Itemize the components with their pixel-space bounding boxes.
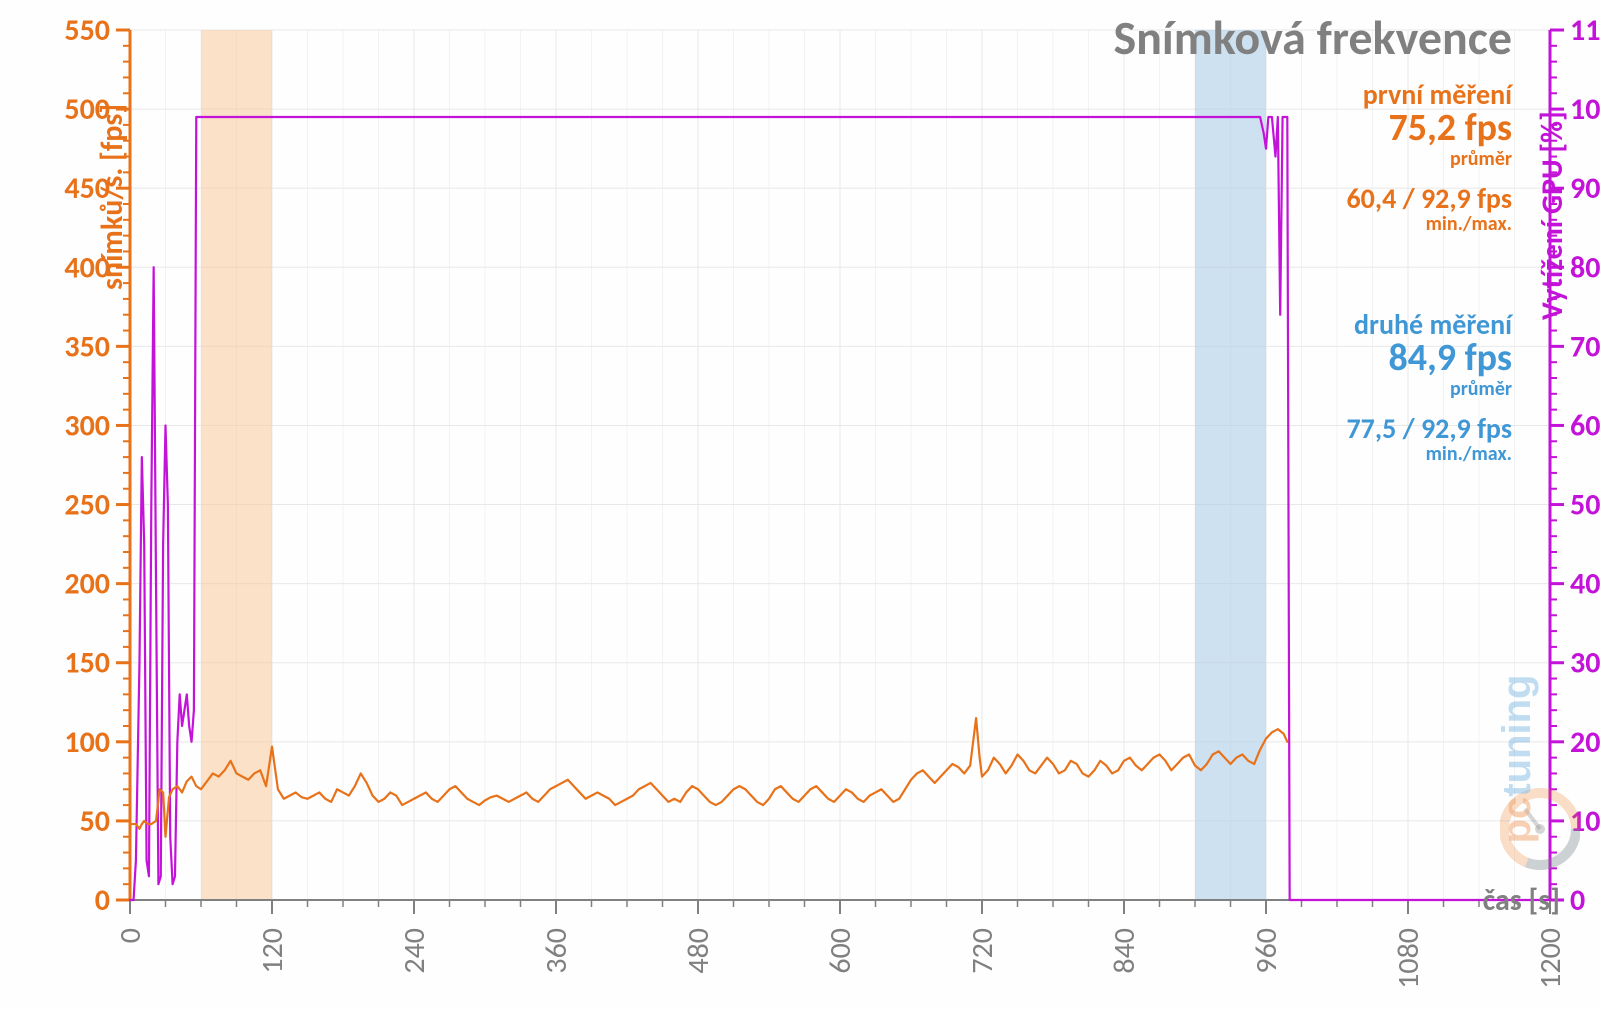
stat-first-avg-label: průměr xyxy=(1346,149,1512,170)
svg-text:200: 200 xyxy=(64,566,110,603)
svg-text:100: 100 xyxy=(1570,91,1600,128)
svg-text:80: 80 xyxy=(1570,249,1600,286)
svg-text:150: 150 xyxy=(64,645,110,682)
logo-text-b: tuning xyxy=(1500,675,1539,797)
logo-text-a: pc xyxy=(1500,797,1539,844)
svg-text:1200: 1200 xyxy=(1532,928,1569,989)
svg-text:250: 250 xyxy=(64,487,110,524)
svg-text:550: 550 xyxy=(64,12,110,49)
svg-text:480: 480 xyxy=(680,928,717,974)
stat-first-range-label: min./max. xyxy=(1346,214,1512,235)
svg-text:60: 60 xyxy=(1570,407,1600,444)
svg-text:snímků/s. [fps]: snímků/s. [fps] xyxy=(94,104,131,290)
svg-text:720: 720 xyxy=(964,928,1001,974)
svg-text:840: 840 xyxy=(1106,928,1143,974)
svg-text:100: 100 xyxy=(64,724,110,761)
svg-text:600: 600 xyxy=(822,928,859,974)
svg-text:Vytížení GPU [%]: Vytížení GPU [%] xyxy=(1534,111,1571,320)
stat-second: druhé měření 84,9 fps průměr 77,5 / 92,9… xyxy=(1346,310,1512,465)
svg-text:110: 110 xyxy=(1570,12,1600,49)
svg-text:120: 120 xyxy=(254,928,291,974)
svg-text:50: 50 xyxy=(1570,487,1600,524)
chart-container: 050100150200250300350400450500550snímků/… xyxy=(0,0,1600,1009)
stat-second-avg: 84,9 fps xyxy=(1346,339,1512,379)
svg-text:350: 350 xyxy=(64,328,110,365)
svg-text:960: 960 xyxy=(1248,928,1285,974)
stat-first-avg: 75,2 fps xyxy=(1346,109,1512,149)
watermark-logo: pctuning xyxy=(1500,629,1580,889)
svg-text:50: 50 xyxy=(80,803,110,840)
stat-first-range: 60,4 / 92,9 fps xyxy=(1346,184,1512,213)
svg-text:0: 0 xyxy=(112,928,149,943)
svg-text:360: 360 xyxy=(538,928,575,974)
stat-first: první měření 75,2 fps průměr 60,4 / 92,9… xyxy=(1346,80,1512,235)
svg-text:90: 90 xyxy=(1570,170,1600,207)
stat-second-avg-label: průměr xyxy=(1346,379,1512,400)
svg-text:40: 40 xyxy=(1570,566,1600,603)
svg-text:1080: 1080 xyxy=(1390,928,1427,989)
svg-text:0: 0 xyxy=(95,882,110,919)
svg-text:300: 300 xyxy=(64,407,110,444)
chart-title: Snímková frekvence xyxy=(1113,8,1512,67)
stat-second-range: 77,5 / 92,9 fps xyxy=(1346,414,1512,443)
stat-second-range-label: min./max. xyxy=(1346,444,1512,465)
svg-text:240: 240 xyxy=(396,928,433,974)
svg-text:70: 70 xyxy=(1570,328,1600,365)
svg-text:pctuning: pctuning xyxy=(1500,675,1539,844)
